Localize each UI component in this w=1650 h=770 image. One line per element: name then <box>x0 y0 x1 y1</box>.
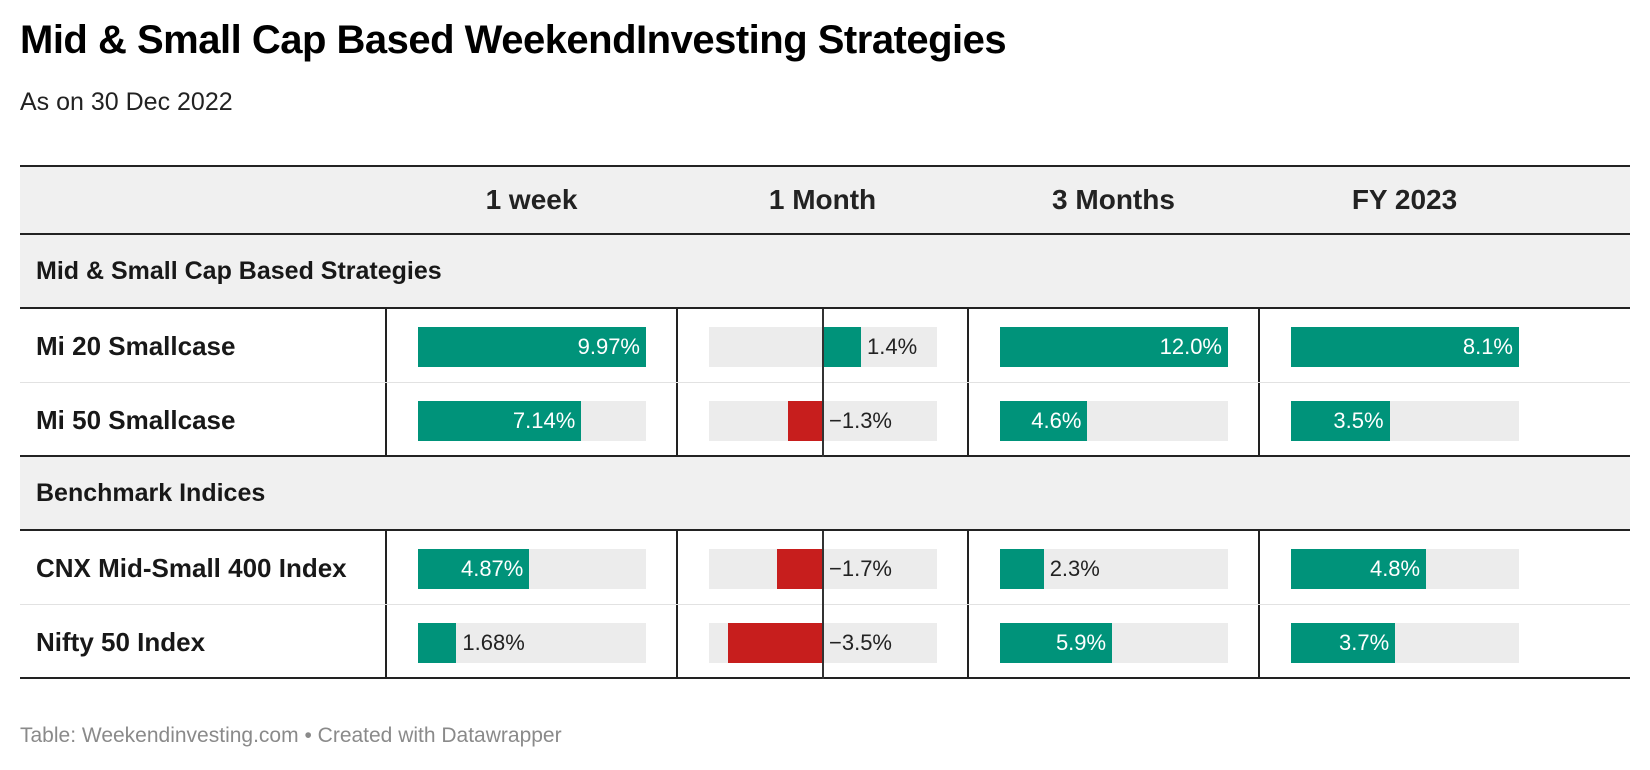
chart-title: Mid & Small Cap Based WeekendInvesting S… <box>20 18 1007 62</box>
bar-cell: 4.8% <box>1259 531 1550 605</box>
value-label: 9.97% <box>577 334 640 359</box>
column-divider <box>1258 605 1260 677</box>
value-label: 4.6% <box>1031 408 1082 433</box>
group-header-benchmark-indices: Benchmark Indices <box>20 457 1630 531</box>
bar-cell: −1.3% <box>677 383 968 457</box>
chart-subtitle: As on 30 Dec 2022 <box>20 88 233 116</box>
chart-footer: Table: Weekendinvesting.com • Created wi… <box>20 724 562 748</box>
row-label: Mi 20 Smallcase <box>36 331 236 361</box>
zero-line <box>822 383 824 457</box>
value-label: 8.1% <box>1462 334 1513 359</box>
value-label: 7.14% <box>512 408 576 433</box>
column-header-1-month: 1 Month <box>768 184 877 215</box>
bar-cell: 12.0% <box>968 309 1259 383</box>
bar-cell: 4.6% <box>968 383 1259 457</box>
bar-cell: 4.87% <box>386 531 677 605</box>
table-header: 1 week 1 Month 3 Months FY 2023 <box>20 165 1630 235</box>
footer-separator: • <box>304 724 312 747</box>
value-bar <box>1291 549 1427 589</box>
value-label: 3.7% <box>1338 630 1390 655</box>
value-bar <box>418 549 530 589</box>
value-bar <box>1000 327 1228 367</box>
column-header-fy-2023: FY 2023 <box>1351 184 1458 215</box>
zero-line <box>822 531 824 605</box>
group-header-mid-small-cap-based-strategies: Mid & Small Cap Based Strategies <box>20 235 1630 309</box>
value-bar <box>1000 623 1113 663</box>
column-divider <box>385 605 387 677</box>
value-bar <box>823 327 861 367</box>
value-bar <box>1000 549 1044 589</box>
group-label: Mid & Small Cap Based Strategies <box>36 257 442 285</box>
column-divider <box>1258 383 1260 455</box>
value-label: 4.8% <box>1369 556 1421 581</box>
column-divider <box>385 309 387 382</box>
value-bar <box>776 549 823 589</box>
data-table: 1 week 1 Month 3 Months FY 2023 Mid & Small … <box>20 165 1630 679</box>
value-bar <box>418 327 646 367</box>
value-label: −3.5% <box>829 630 892 655</box>
column-divider <box>676 531 678 604</box>
table-row: CNX Mid-Small 400 Index 4.87% −1.7% 2.3% 4.8… <box>20 531 1630 605</box>
table-row: Mi 20 Smallcase 9.97% 1.4% 12.0% 8.1% <box>20 309 1630 383</box>
column-divider <box>385 531 387 604</box>
source-note: Table: Weekendinvesting.com <box>20 724 299 747</box>
value-label: 1.68% <box>462 630 525 655</box>
row-label: Nifty 50 Index <box>36 627 206 657</box>
column-header-1-week: 1 week <box>485 184 578 215</box>
group-label: Benchmark Indices <box>36 479 266 507</box>
credit-note: Created with Datawrapper <box>317 724 562 747</box>
value-label: 2.3% <box>1049 556 1100 581</box>
value-label: 5.9% <box>1055 630 1107 655</box>
bar-cell: −3.5% <box>677 605 968 679</box>
row-label: CNX Mid-Small 400 Index <box>36 553 347 583</box>
bar-cell: −1.7% <box>677 531 968 605</box>
column-divider <box>385 383 387 455</box>
value-label: 4.87% <box>460 556 524 581</box>
column-divider <box>676 309 678 382</box>
value-bar <box>1291 623 1396 663</box>
column-header-3-months: 3 Months <box>1052 184 1175 215</box>
column-divider <box>967 309 969 382</box>
bar-cell: 5.9% <box>968 605 1259 679</box>
value-label: −1.3% <box>829 408 892 433</box>
value-bar <box>728 623 823 663</box>
table-row: Nifty 50 Index 1.68% −3.5% 5.9% 3.7% <box>20 605 1630 679</box>
column-divider <box>1258 531 1260 604</box>
bar-cell: 7.14% <box>386 383 677 457</box>
value-bar <box>1000 401 1088 441</box>
column-divider <box>676 605 678 677</box>
column-divider <box>676 383 678 455</box>
zero-line <box>822 605 824 679</box>
value-bar <box>418 401 582 441</box>
column-divider <box>967 383 969 455</box>
value-bar <box>1291 327 1519 367</box>
bar-cell: 2.3% <box>968 531 1259 605</box>
value-label: 1.4% <box>867 334 918 359</box>
value-bar <box>1291 401 1390 441</box>
bar-cell: 8.1% <box>1259 309 1550 383</box>
bar-cell: 3.7% <box>1259 605 1550 679</box>
value-label: 3.5% <box>1333 408 1384 433</box>
bar-cell: 3.5% <box>1259 383 1550 457</box>
value-label: 12.0% <box>1159 334 1222 359</box>
value-bar <box>418 623 457 663</box>
value-bar <box>787 401 823 441</box>
bar-cell: 1.4% <box>677 309 968 383</box>
row-label: Mi 50 Smallcase <box>36 405 236 435</box>
column-divider <box>1258 309 1260 382</box>
table-row: Mi 50 Smallcase 7.14% −1.3% 4.6% 3.5% <box>20 383 1630 457</box>
zero-line <box>822 309 824 383</box>
value-label: −1.7% <box>829 556 892 581</box>
bar-cell: 1.68% <box>386 605 677 679</box>
column-divider <box>967 605 969 677</box>
bar-cell: 9.97% <box>386 309 677 383</box>
column-divider <box>967 531 969 604</box>
